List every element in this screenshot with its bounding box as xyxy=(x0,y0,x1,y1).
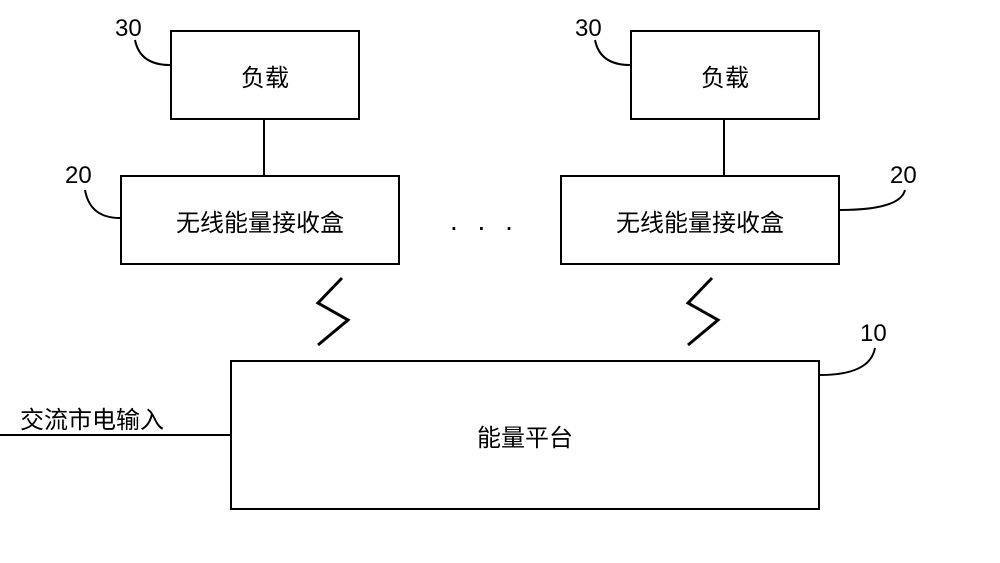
wireless-zigzag-right xyxy=(0,0,1000,563)
mains-input-label: 交流市电输入 xyxy=(20,400,164,435)
ellipsis-dots: . . . xyxy=(450,205,519,237)
